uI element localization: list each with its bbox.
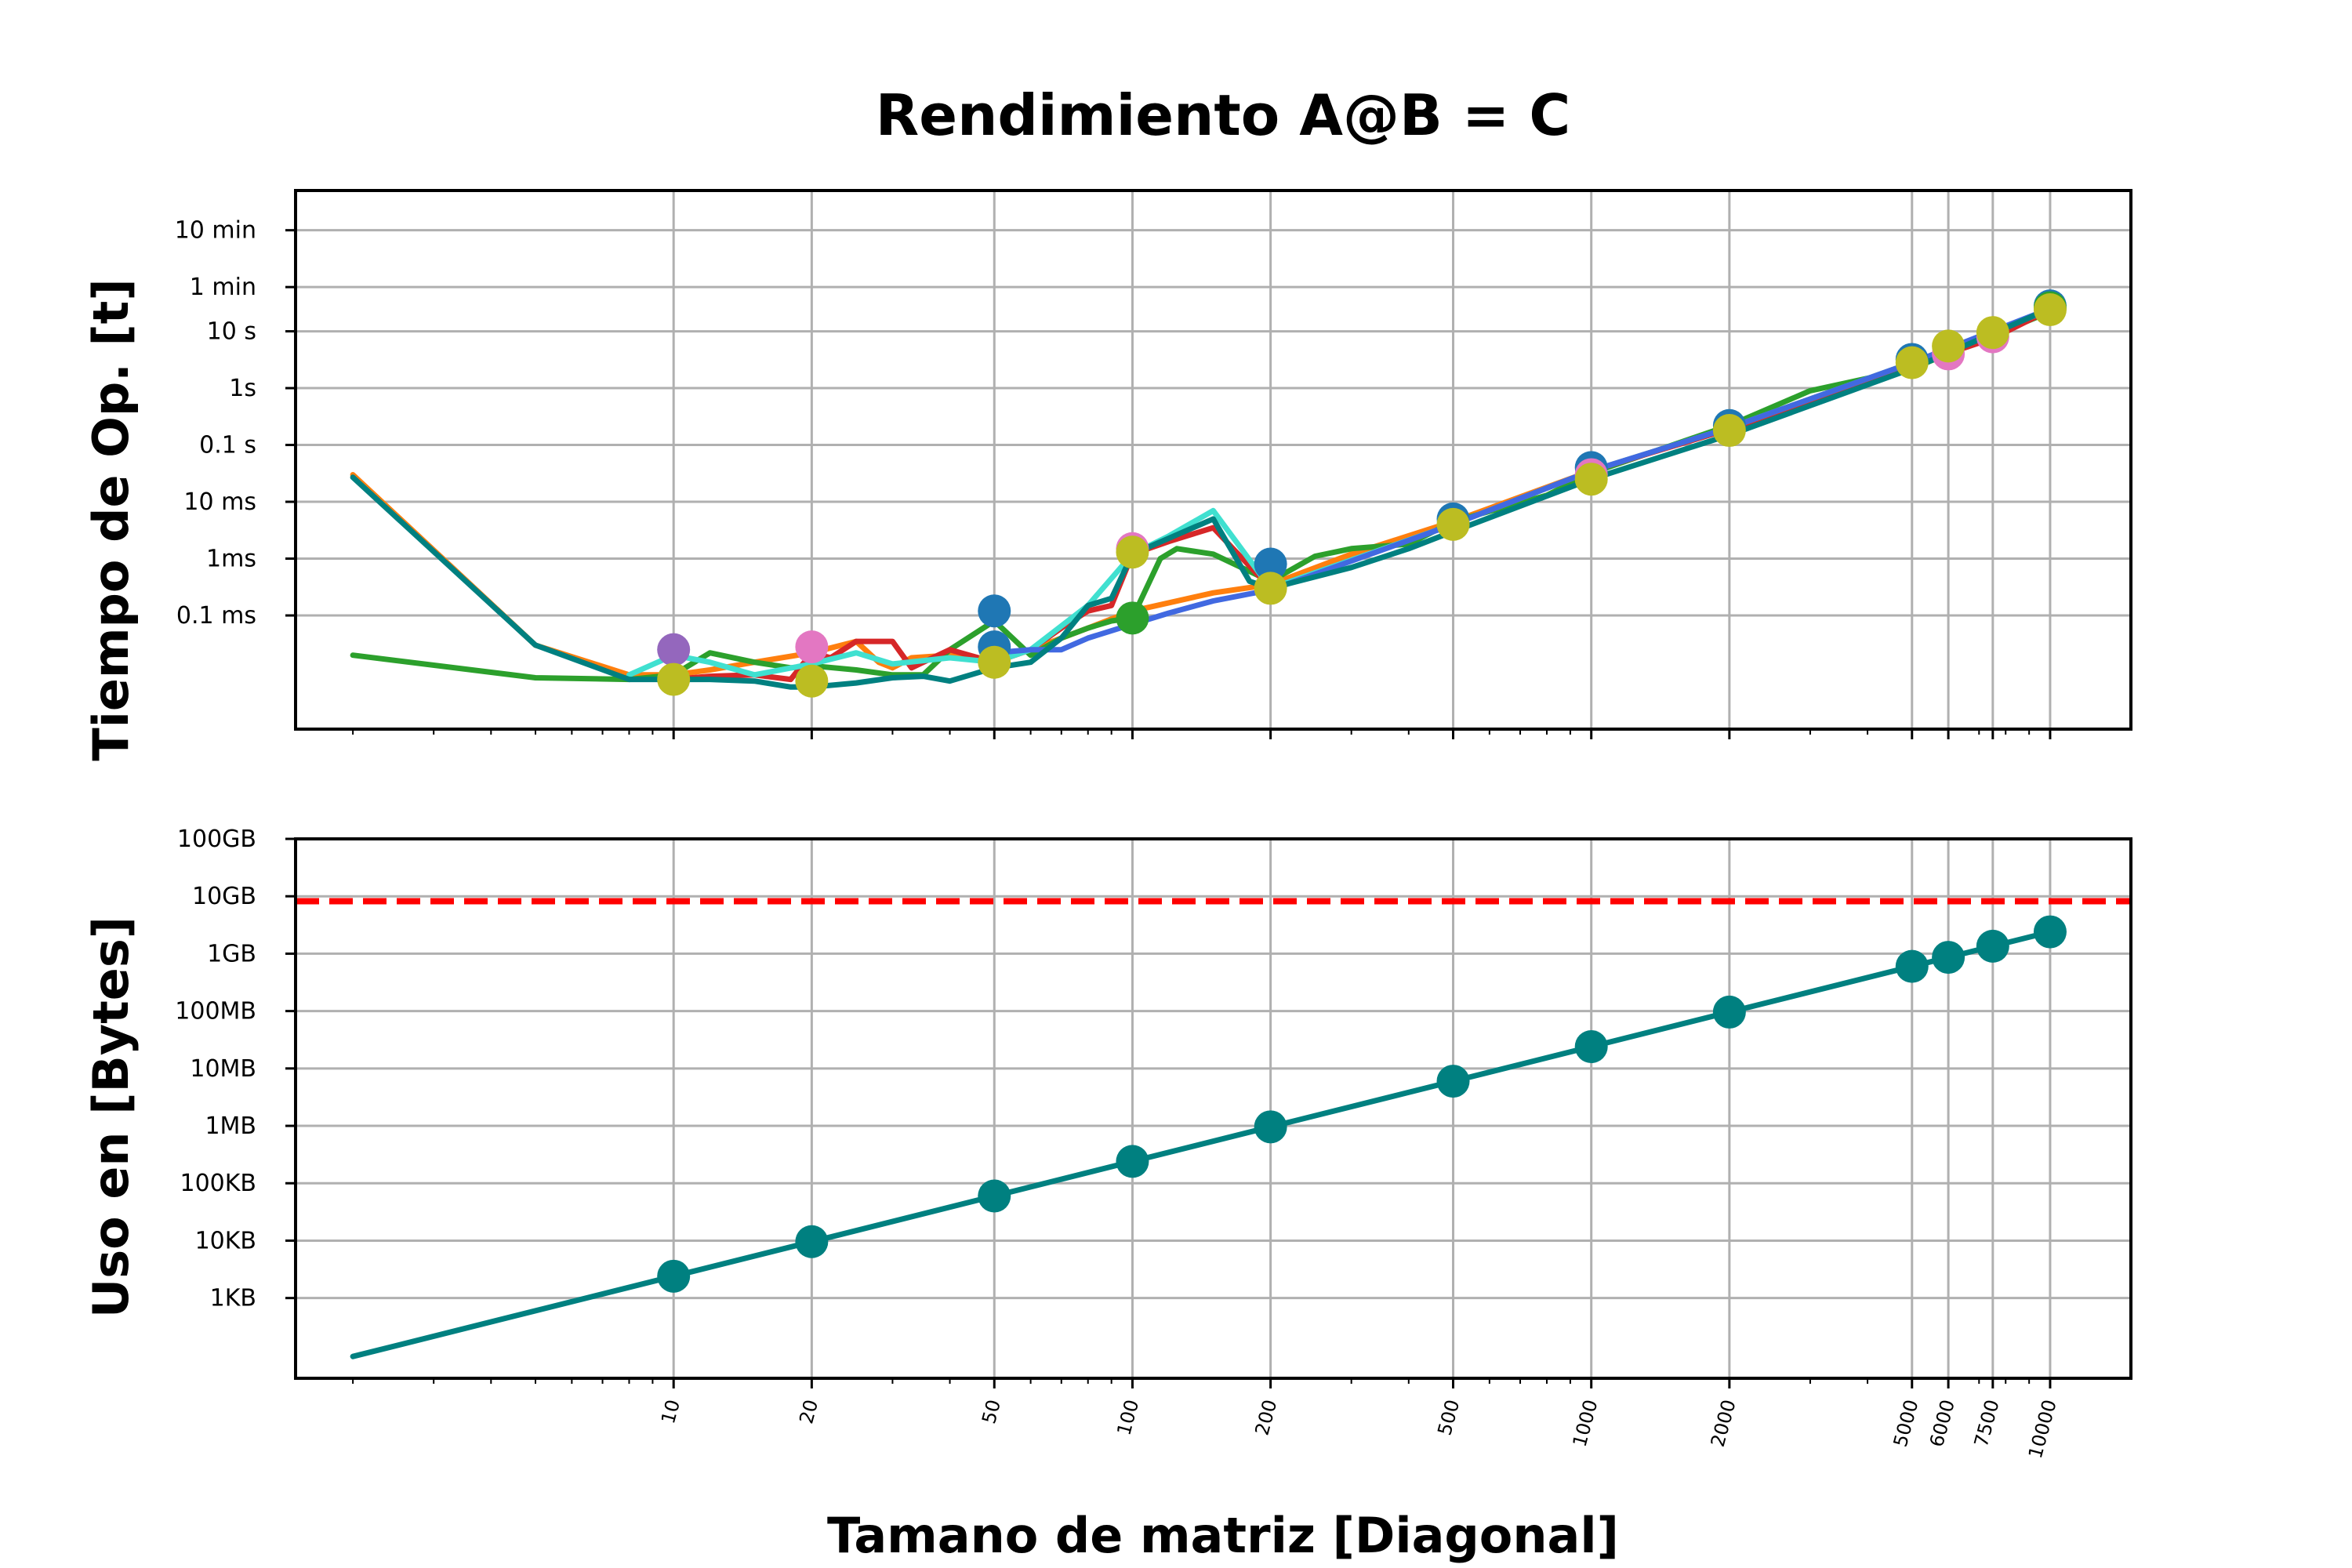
bottom-series	[296, 898, 2131, 1359]
data-point	[1895, 346, 1929, 379]
data-point	[1932, 329, 1965, 363]
top-axes: 0.1 ms 1ms 10 ms 0.1 s 1s 10 s 1 min 10 min	[175, 189, 2132, 739]
data-point	[1976, 316, 2009, 350]
y-tick-label: 10 min	[175, 217, 256, 245]
plot-frame	[294, 837, 2132, 1380]
data-point	[978, 645, 1011, 679]
data-point	[1976, 929, 2009, 963]
data-point	[978, 1179, 1011, 1213]
top-series	[350, 289, 2067, 698]
data-point	[1712, 995, 1746, 1029]
top-grid	[296, 191, 2131, 729]
series-line	[350, 306, 2053, 690]
series-line	[991, 306, 2053, 656]
bottom-plot-memory: 10 20 50 100 200 500 1000 2000 5000 6000 7500 10000…	[82, 826, 2132, 1461]
data-point	[1436, 1065, 1470, 1098]
data-point	[1116, 601, 1149, 635]
y-tick-label: 1GB	[207, 940, 256, 967]
data-point	[1254, 547, 1287, 581]
data-point	[1574, 1029, 1608, 1063]
data-point	[1932, 941, 1965, 975]
y-tick-label: 0.1 s	[199, 432, 256, 459]
data-point	[978, 594, 1011, 628]
data-point	[2033, 293, 2067, 327]
data-point	[1895, 949, 1929, 983]
data-point	[657, 633, 691, 666]
y-tick-label: 100GB	[177, 826, 256, 853]
y-tick-label: 1KB	[210, 1285, 256, 1312]
data-point	[657, 662, 691, 696]
y-tick-label: 0.1 ms	[176, 602, 256, 630]
data-point	[795, 664, 829, 698]
data-point	[1712, 414, 1746, 448]
y-tick-label: 10KB	[195, 1227, 256, 1254]
y-tick-label: 10 ms	[183, 488, 256, 516]
plot-frame	[294, 189, 2132, 731]
data-point	[1116, 535, 1149, 569]
data-point	[1254, 572, 1287, 605]
data-point	[1436, 507, 1470, 541]
y-tick-label: 10MB	[190, 1055, 256, 1083]
y-tick-label: 1MB	[205, 1112, 256, 1140]
top-y-axis-label: Tiempo de Op. [t]	[82, 278, 140, 760]
data-point	[795, 630, 829, 664]
data-point	[795, 1225, 829, 1258]
y-tick-label: 1ms	[206, 546, 256, 573]
y-tick-label: 100MB	[175, 998, 256, 1025]
y-tick-label: 1 min	[190, 274, 256, 301]
chart-title: Rendimiento A@B = C	[876, 82, 1570, 148]
y-tick-label: 100KB	[180, 1170, 256, 1197]
data-point	[2033, 915, 2067, 949]
data-point	[1574, 463, 1608, 496]
data-point	[1116, 1145, 1149, 1178]
y-tick-label: 1s	[229, 375, 256, 402]
x-axis-label: Tamano de matriz [Diagonal]	[827, 1507, 1619, 1564]
data-point	[1254, 1110, 1287, 1144]
bottom-y-axis-label: Uso en [Bytes]	[82, 916, 140, 1318]
y-tick-label: 10GB	[192, 883, 256, 910]
top-plot-time: 0.1 ms 1ms 10 ms 0.1 s 1s 10 s 1 min 10 min Tie…	[82, 189, 2132, 761]
y-tick-label: 10 s	[207, 318, 256, 346]
bottom-grid	[296, 837, 2131, 1378]
data-point	[657, 1259, 691, 1293]
